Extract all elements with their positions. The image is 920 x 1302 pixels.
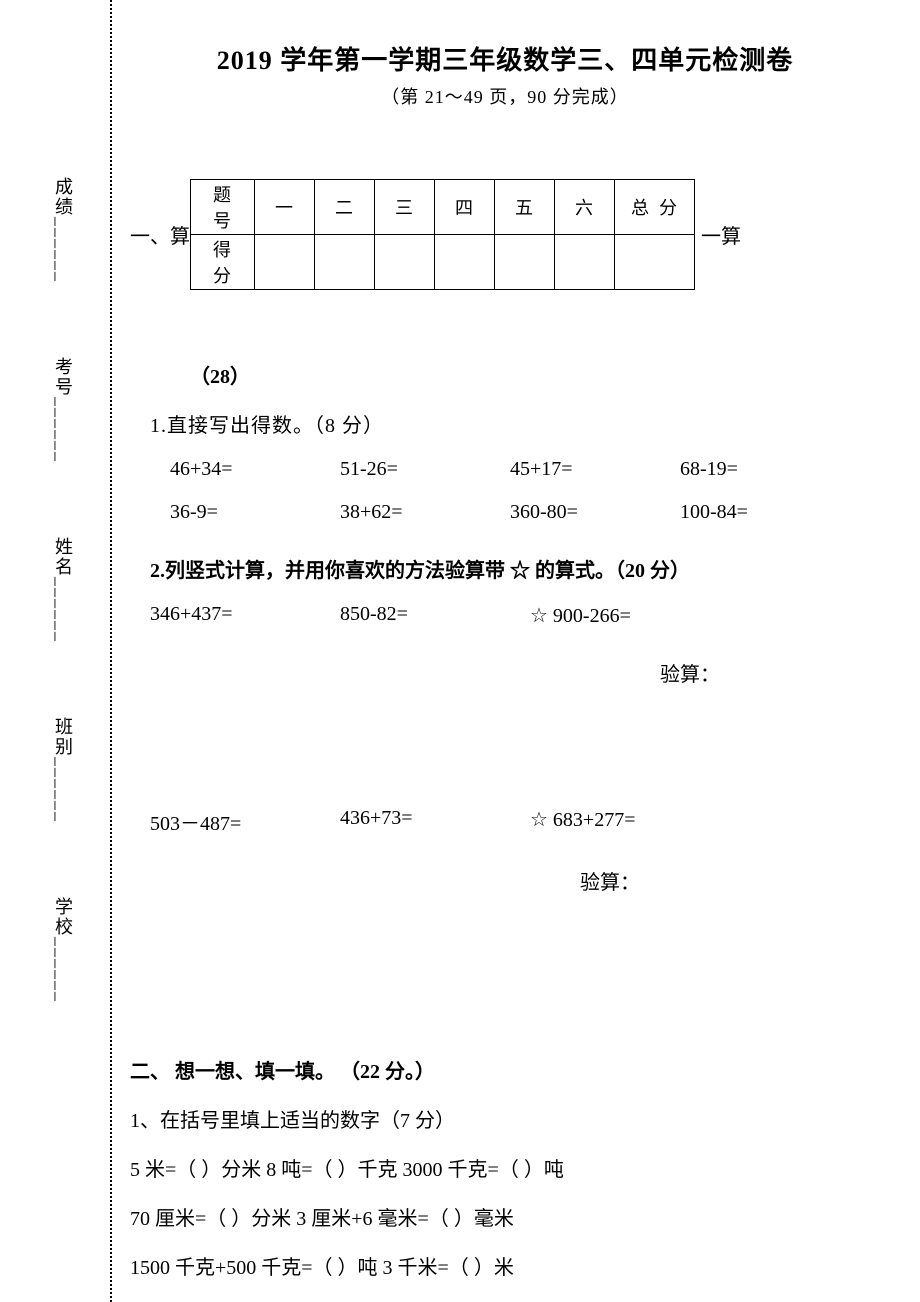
cell: 三 — [375, 180, 435, 235]
mental-row: 46+34= 51-26= 45+17= 68-19= — [170, 458, 880, 481]
workspace — [130, 895, 880, 1015]
cell: 题号 — [191, 180, 255, 235]
expr: 346+437= — [150, 603, 340, 628]
fill-line: 1500 千克+500 千克=（ ）吨 3 千米=（ ）米 — [130, 1251, 880, 1280]
cell — [315, 235, 375, 290]
expr: 46+34= — [170, 458, 340, 481]
table-row: 题号 一 二 三 四 五 六 总分 — [191, 180, 695, 235]
expr: ☆ 900-266= — [530, 603, 720, 628]
fill-line: 5 米=（ ）分米 8 吨=（ ）千克 3000 千克=（ ）吨 — [130, 1153, 880, 1182]
cell: 得分 — [191, 235, 255, 290]
s2-q1-label: 1、在括号里填上适当的数字（7 分） — [130, 1104, 880, 1133]
score-row: 一、算 题号 一 二 三 四 五 六 总分 得分 — [130, 179, 880, 290]
q2-text: 2.列竖式计算，并用你喜欢的方法验算带 ☆ 的算式。（20 分） — [150, 560, 690, 582]
q2-label: 2.列竖式计算，并用你喜欢的方法验算带 ☆ 的算式。（20 分） — [150, 554, 880, 583]
section1-points: （28） — [190, 360, 880, 389]
cell — [615, 235, 695, 290]
q1-label: 1.直接写出得数。（8 分） — [150, 409, 880, 438]
class-field: 班别______ — [50, 717, 76, 823]
name-field: 姓名______ — [50, 537, 76, 643]
exam-content: 2019 学年第一学期三年级数学三、四单元检测卷 （第 21～49 页，90 分… — [130, 40, 880, 1280]
expr: 436+73= — [340, 807, 530, 836]
cell: 六 — [555, 180, 615, 235]
expr: ☆ 683+277= — [530, 807, 720, 836]
score-table: 题号 一 二 三 四 五 六 总分 得分 — [190, 179, 695, 290]
expr: 360-80= — [510, 501, 680, 524]
student-info-sidebar: 成绩______ 考号______ 姓名______ 班别______ 学校__… — [50, 140, 76, 1040]
score-field: 成绩______ — [50, 177, 76, 283]
verify-label: 验算： — [580, 866, 880, 895]
table-row: 得分 — [191, 235, 695, 290]
fill-line: 70 厘米=（ ）分米 3 厘米+6 毫米=（ ）毫米 — [130, 1202, 880, 1231]
cell: 一 — [255, 180, 315, 235]
expr: 45+17= — [510, 458, 680, 481]
section1-suffix: 一算 — [695, 220, 755, 249]
school-field: 学校______ — [50, 897, 76, 1003]
cell: 四 — [435, 180, 495, 235]
binding-line — [110, 0, 112, 1302]
cell — [255, 235, 315, 290]
vertical-row: 503－487= 436+73= ☆ 683+277= — [150, 807, 880, 836]
expr: 68-19= — [680, 458, 850, 481]
cell — [555, 235, 615, 290]
expr: 100-84= — [680, 501, 850, 524]
exam-subtitle: （第 21～49 页，90 分完成） — [130, 83, 880, 109]
vertical-row: 346+437= 850-82= ☆ 900-266= — [150, 603, 880, 628]
cell: 五 — [495, 180, 555, 235]
cell — [435, 235, 495, 290]
expr: 36-9= — [170, 501, 340, 524]
workspace — [130, 687, 880, 807]
expr: 503－487= — [150, 807, 340, 836]
expr: 38+62= — [340, 501, 510, 524]
section1-prefix: 一、算 — [130, 220, 190, 249]
exam-title: 2019 学年第一学期三年级数学三、四单元检测卷 — [130, 40, 880, 77]
cell — [495, 235, 555, 290]
cell: 总分 — [615, 180, 695, 235]
cell: 二 — [315, 180, 375, 235]
cell — [375, 235, 435, 290]
mental-row: 36-9= 38+62= 360-80= 100-84= — [170, 501, 880, 524]
exam-id-field: 考号______ — [50, 357, 76, 463]
expr: 51-26= — [340, 458, 510, 481]
section2-title: 二、 想一想、填一填。 （22 分。） — [130, 1055, 880, 1084]
expr: 850-82= — [340, 603, 530, 628]
verify-label: 验算： — [660, 658, 880, 687]
